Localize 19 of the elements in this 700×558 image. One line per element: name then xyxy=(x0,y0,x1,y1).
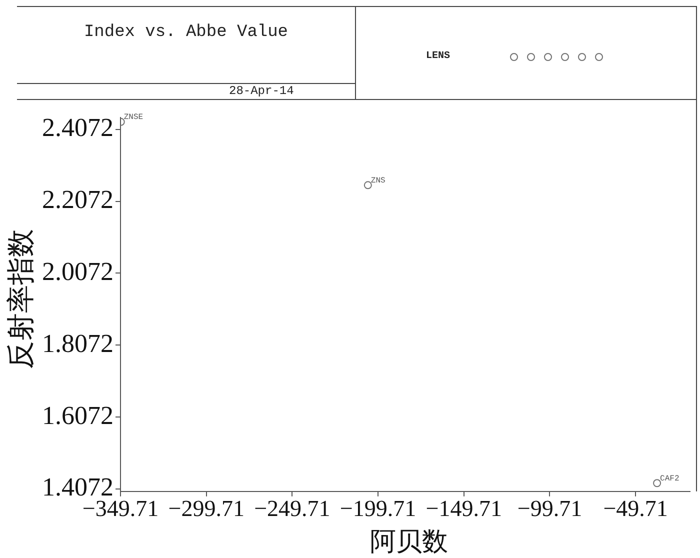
annotation: ZNSE xyxy=(124,113,144,122)
x-tick-label: −99.71 xyxy=(517,496,582,522)
x-axis-title: 阿贝数 xyxy=(369,526,449,558)
y-tick-label: 2.4072 xyxy=(42,113,114,142)
x-tick-label: −199.71 xyxy=(340,496,416,522)
annotation: ZNS xyxy=(370,176,386,186)
chart-title: Index vs. Abbe Value xyxy=(17,7,356,84)
text: LENS xyxy=(426,51,450,62)
y-axis-title: 反射率指数 xyxy=(3,228,38,371)
x-tick-label: −249.71 xyxy=(254,496,330,522)
x-tick-label: −299.71 xyxy=(168,496,244,522)
x-tick-label: −149.71 xyxy=(426,496,502,522)
y-tick-label: 1.6072 xyxy=(42,400,114,430)
y-tick-label: 2.0072 xyxy=(42,256,114,286)
y-tick-label: 2.2072 xyxy=(42,185,114,214)
x-tick-label: −49.71 xyxy=(603,496,668,522)
annotation: CAF2 xyxy=(660,474,680,484)
text: 28-Apr-14 xyxy=(229,84,294,98)
y-tick-label: 1.8072 xyxy=(42,328,114,358)
